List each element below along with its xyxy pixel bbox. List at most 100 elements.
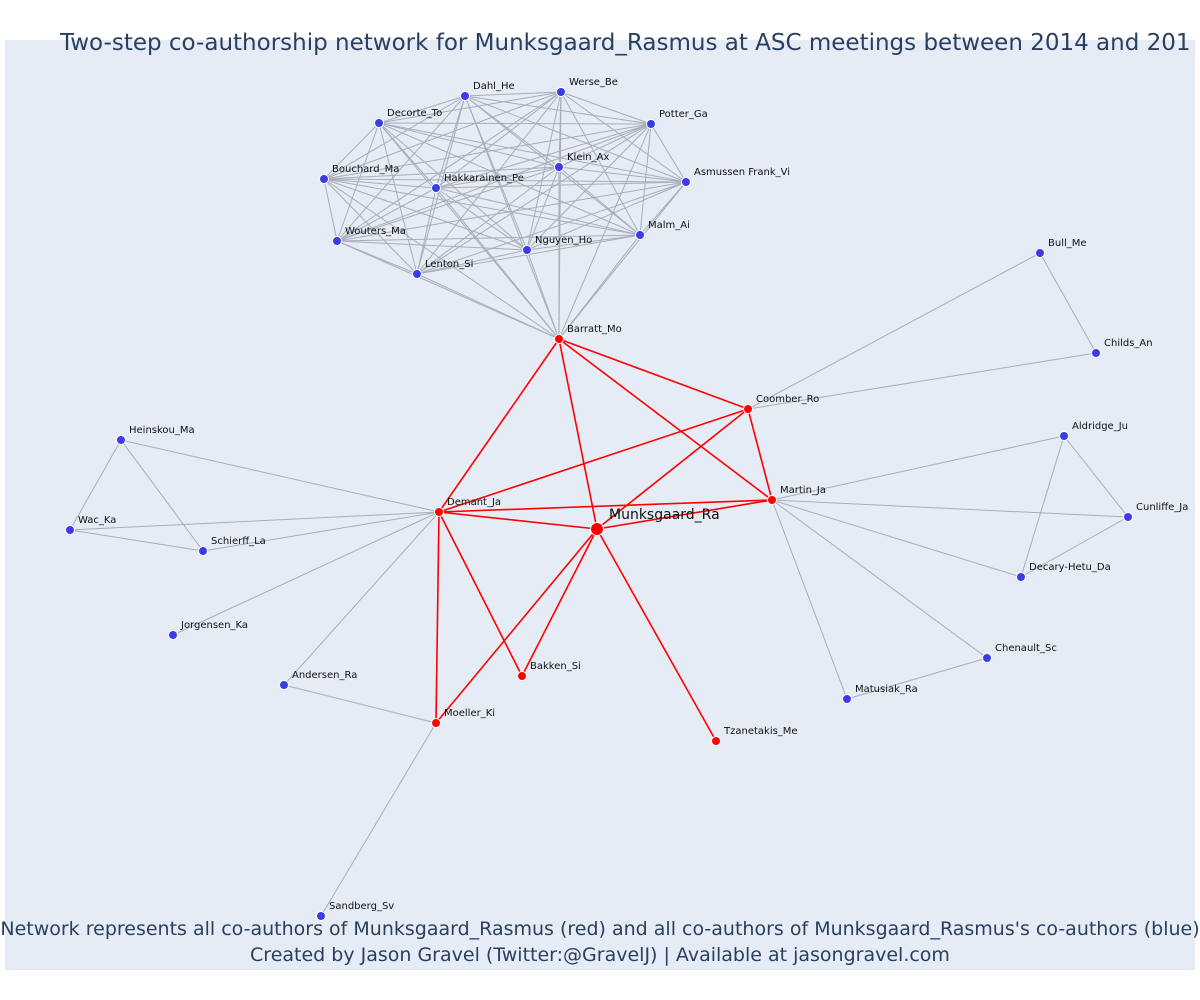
node[interactable] bbox=[554, 162, 564, 172]
grey-edge bbox=[378, 122, 560, 168]
red-edge bbox=[438, 511, 523, 677]
grey-edge bbox=[416, 91, 562, 275]
node-label: Decary-Hetu_Da bbox=[1029, 562, 1111, 573]
node[interactable] bbox=[646, 119, 656, 129]
grey-edge bbox=[202, 511, 440, 552]
node[interactable] bbox=[1016, 572, 1026, 582]
node-label: Barratt_Mo bbox=[567, 324, 622, 335]
node[interactable] bbox=[1123, 512, 1133, 522]
grey-edge bbox=[416, 273, 560, 340]
grey-edge bbox=[378, 91, 562, 124]
node-label: Jorgensen_Ka bbox=[180, 620, 248, 631]
grey-edge bbox=[435, 187, 641, 236]
red-edge bbox=[558, 338, 749, 410]
node[interactable] bbox=[1059, 431, 1069, 441]
grey-edge bbox=[336, 240, 528, 251]
node[interactable] bbox=[374, 118, 384, 128]
node[interactable] bbox=[431, 718, 441, 728]
grey-edge bbox=[1020, 516, 1129, 578]
node[interactable] bbox=[279, 680, 289, 690]
node[interactable] bbox=[1035, 248, 1045, 258]
grey-edge bbox=[323, 122, 380, 180]
node[interactable] bbox=[460, 91, 470, 101]
grey-edge bbox=[1063, 435, 1129, 518]
grey-edge bbox=[323, 166, 560, 180]
node-label: Bakken_Si bbox=[530, 661, 581, 672]
node[interactable] bbox=[434, 507, 444, 517]
red-edge bbox=[438, 499, 773, 513]
grey-edge bbox=[558, 166, 641, 236]
node[interactable] bbox=[332, 236, 342, 246]
node[interactable] bbox=[319, 174, 329, 184]
grey-edge bbox=[464, 95, 687, 183]
node[interactable] bbox=[1091, 348, 1101, 358]
node[interactable] bbox=[711, 736, 721, 746]
node[interactable] bbox=[590, 522, 604, 536]
node[interactable] bbox=[431, 183, 441, 193]
grey-edge bbox=[336, 240, 418, 275]
red-edge bbox=[596, 499, 773, 530]
node[interactable] bbox=[842, 694, 852, 704]
grey-edge bbox=[435, 187, 560, 340]
grey-edge bbox=[771, 499, 1022, 578]
grey-edge bbox=[416, 95, 466, 275]
nodes bbox=[65, 87, 1133, 921]
node[interactable] bbox=[522, 245, 532, 255]
node[interactable] bbox=[982, 653, 992, 663]
grey-edge bbox=[69, 511, 440, 531]
node[interactable] bbox=[767, 495, 777, 505]
grey-edge bbox=[416, 187, 437, 275]
node-label: Schierff_La bbox=[211, 536, 266, 547]
grey-edge bbox=[323, 178, 687, 183]
grey-edge bbox=[336, 187, 437, 242]
grey-edge bbox=[416, 249, 528, 275]
node[interactable] bbox=[743, 404, 753, 414]
node[interactable] bbox=[412, 269, 422, 279]
node-label: Martin_Ja bbox=[780, 485, 826, 496]
grey-edge bbox=[464, 95, 560, 340]
grey-edge bbox=[558, 234, 641, 340]
grey-edge bbox=[1039, 252, 1097, 354]
node[interactable] bbox=[635, 230, 645, 240]
red-edge bbox=[438, 338, 560, 513]
grey-edge bbox=[435, 187, 528, 251]
grey-edge bbox=[323, 178, 338, 242]
grey-edge bbox=[336, 91, 562, 242]
grey-edge bbox=[747, 252, 1041, 410]
red-edge bbox=[435, 528, 598, 724]
node-label: Hakkarainen_Pe bbox=[444, 173, 524, 184]
footer-credit: Created by Jason Gravel (Twitter:@Gravel… bbox=[250, 944, 950, 966]
node[interactable] bbox=[168, 630, 178, 640]
node-label: Dahl_He bbox=[473, 81, 515, 92]
grey-edge bbox=[120, 439, 440, 513]
node-label: Tzanetakis_Me bbox=[723, 726, 798, 737]
node-label: Sandberg_Sv bbox=[329, 901, 394, 912]
node-label: Decorte_To bbox=[387, 108, 442, 119]
grey-edge bbox=[416, 181, 687, 275]
grey-edge bbox=[336, 240, 560, 340]
grey-edge bbox=[560, 91, 652, 125]
node[interactable] bbox=[316, 911, 326, 921]
grey-edge bbox=[771, 435, 1065, 501]
node-label: Andersen_Ra bbox=[292, 670, 357, 681]
node[interactable] bbox=[556, 87, 566, 97]
grey-edge bbox=[323, 178, 418, 275]
grey-edge bbox=[336, 181, 687, 242]
node-label: Demant_Ja bbox=[447, 497, 501, 508]
node[interactable] bbox=[681, 177, 691, 187]
grey-edge bbox=[526, 91, 562, 251]
node[interactable] bbox=[198, 546, 208, 556]
red-edge bbox=[435, 511, 440, 724]
chart-title: Two-step co-authorship network for Munks… bbox=[60, 30, 1191, 56]
node[interactable] bbox=[517, 671, 527, 681]
node-label: Coomber_Ro bbox=[756, 394, 819, 405]
grey-edge bbox=[771, 499, 1129, 518]
node[interactable] bbox=[554, 334, 564, 344]
red-edge bbox=[521, 528, 598, 677]
node-label: Asmussen Frank_Vi bbox=[694, 167, 790, 178]
node-label: Moeller_Ki bbox=[444, 708, 495, 719]
node[interactable] bbox=[116, 435, 126, 445]
node[interactable] bbox=[65, 525, 75, 535]
grey-edge bbox=[416, 166, 560, 275]
